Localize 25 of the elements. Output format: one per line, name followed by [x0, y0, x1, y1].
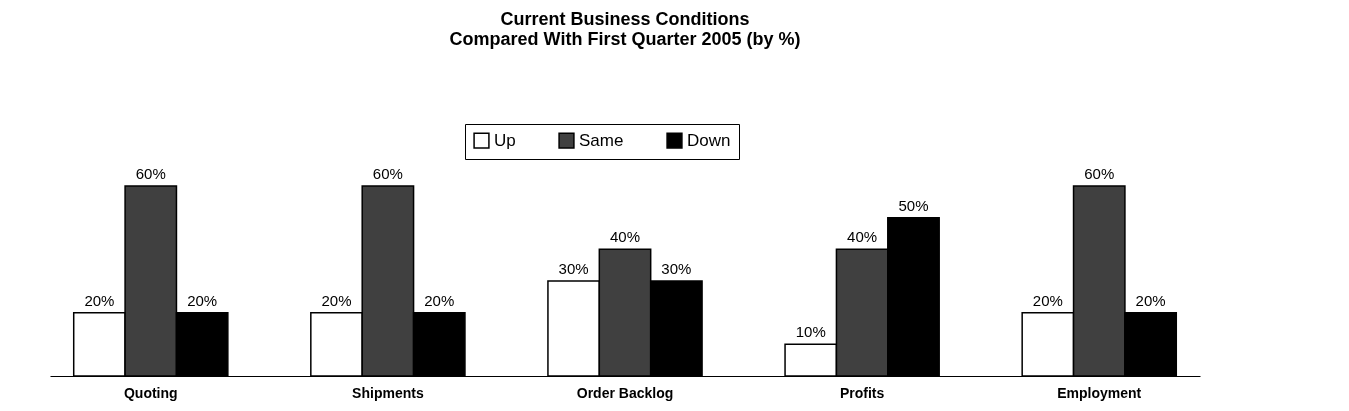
- data-label: 20%: [84, 291, 115, 309]
- x-tick-label: Order Backlog: [576, 384, 674, 401]
- legend-label: Same: [579, 130, 624, 150]
- legend-label: Up: [494, 130, 516, 150]
- data-label: 20%: [1032, 291, 1063, 309]
- data-label: 20%: [1135, 291, 1166, 309]
- text: Compared With First Quarter 2005 (by %): [449, 28, 801, 49]
- data-label: 10%: [795, 323, 826, 341]
- x-tick-label: Shipments: [352, 384, 424, 401]
- data-label: 20%: [424, 291, 455, 309]
- data-label: 20%: [187, 291, 218, 309]
- data-label: 60%: [1084, 165, 1115, 182]
- data-label: 60%: [372, 165, 403, 182]
- data-label: 40%: [609, 228, 641, 246]
- data-label: 30%: [661, 260, 692, 277]
- x-tick-label: Profits: [839, 384, 885, 401]
- data-label: 50%: [898, 196, 929, 214]
- x-tick-label: Employment: [1057, 384, 1142, 401]
- data-label: 60%: [135, 165, 166, 182]
- legend-label: Down: [687, 130, 731, 150]
- x-tick-label: Quoting: [123, 384, 178, 401]
- data-label: 40%: [847, 228, 878, 246]
- data-label: 30%: [558, 260, 589, 277]
- data-label: 20%: [321, 291, 352, 309]
- text: Current Business Conditions: [500, 8, 750, 29]
